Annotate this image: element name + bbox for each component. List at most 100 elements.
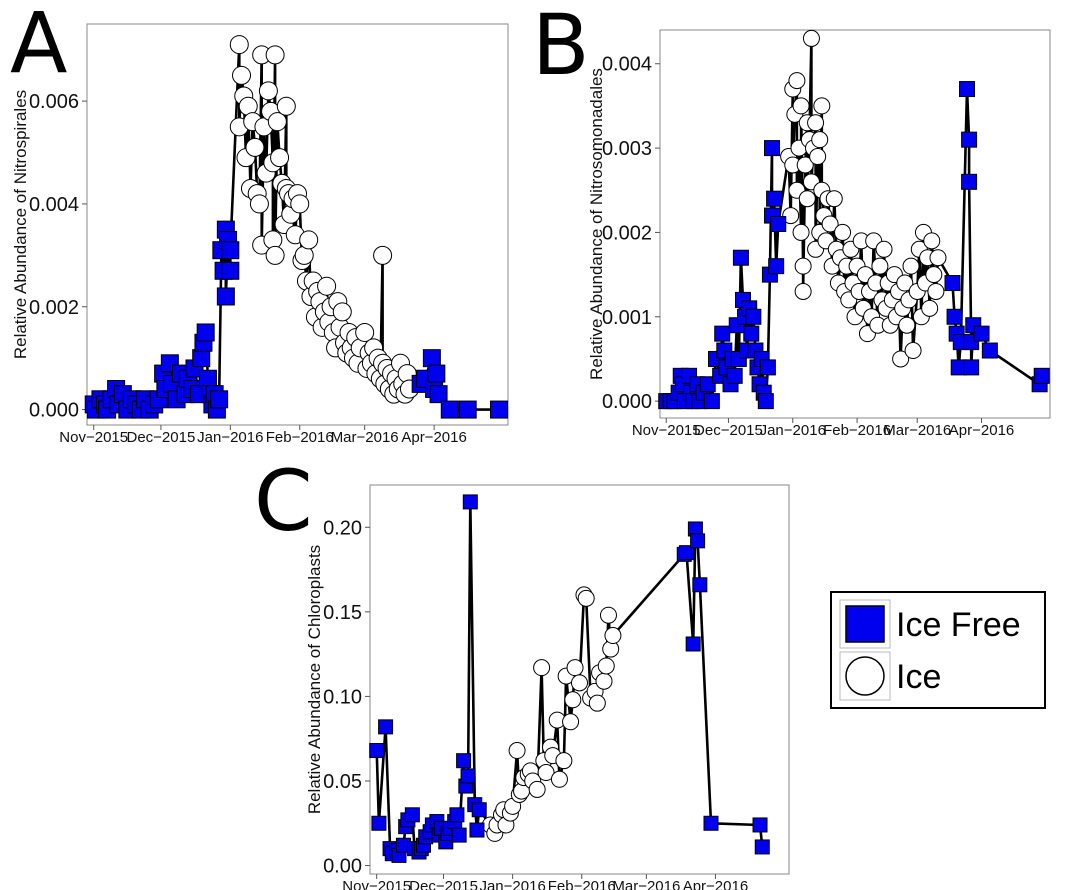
ice-point <box>537 764 555 782</box>
x-tick-label: Dec−2015 <box>126 429 195 446</box>
ice-point <box>927 282 945 300</box>
ice-free-point <box>959 81 976 98</box>
ice-point <box>809 148 827 166</box>
ice-point <box>550 770 568 788</box>
ice-point <box>577 589 595 607</box>
x-tick-label: Dec−2015 <box>694 422 763 439</box>
ice-free-point <box>469 822 485 838</box>
ice-point <box>807 114 825 132</box>
ice-point <box>794 282 812 300</box>
x-tick-label: Dec−2015 <box>409 878 478 890</box>
ice-circle-icon <box>845 656 885 696</box>
x-tick-label: Apr−2016 <box>949 422 1014 439</box>
ice-point <box>595 672 613 690</box>
ice-point <box>258 81 278 101</box>
series-ice-free <box>658 81 1050 410</box>
ice-point <box>796 156 814 174</box>
ice-free-point <box>451 827 467 843</box>
ice-point <box>875 240 893 258</box>
ice-point <box>599 606 617 624</box>
ice-free-point <box>460 768 476 784</box>
ice-point <box>802 29 820 47</box>
chart-nitrosomonadales: 0.000 0.001 0.002 0.003 0.004 Nov−2015Dec−201… <box>587 29 1051 439</box>
y-tick-label: 0.002 <box>602 222 652 244</box>
ice-free-point <box>766 190 783 207</box>
ice-point <box>597 657 615 675</box>
ice-free-point <box>192 349 211 368</box>
x-tick-label: Feb−2016 <box>823 422 891 439</box>
ice-point <box>290 194 310 214</box>
ice-free-point <box>440 400 459 419</box>
ice-free-point <box>946 308 963 325</box>
ice-point <box>902 257 920 275</box>
panel-letter-c: C <box>254 452 313 550</box>
series-ice <box>780 29 947 368</box>
y-tick-label: 0.004 <box>602 54 652 76</box>
y-tick-label: 0.001 <box>602 307 652 329</box>
ice-free-point <box>422 349 441 368</box>
ice-point <box>811 131 829 149</box>
ice-free-point <box>210 390 229 409</box>
ice-point <box>270 148 290 168</box>
y-tick-label: 0.00 <box>323 856 362 878</box>
ice-free-point <box>378 719 394 735</box>
ice-free-point <box>678 545 694 561</box>
ice-free-point <box>221 261 240 280</box>
x-tick-label: Nov−2015 <box>632 422 701 439</box>
ice-point <box>604 627 622 645</box>
y-tick-label: 0.004 <box>29 194 79 216</box>
x-tick-label: Apr−2016 <box>683 878 748 890</box>
ice-point <box>896 274 914 292</box>
ice-free-point <box>732 249 749 266</box>
y-tick-label: 0.000 <box>602 391 652 413</box>
y-tick-label: 0.10 <box>323 686 362 708</box>
y-tick-label: 0.000 <box>29 400 79 422</box>
ice-point <box>813 97 831 115</box>
ice-free-point <box>743 325 760 342</box>
ice-free-point <box>196 323 215 342</box>
ice-free-point <box>692 577 708 593</box>
ice-free-point <box>944 275 961 292</box>
ice-point <box>898 316 916 334</box>
ice-free-point <box>752 817 768 833</box>
x-tick-label: Mar−2016 <box>883 422 951 439</box>
ice-free-point <box>198 369 217 388</box>
ice-free-point <box>690 533 706 549</box>
ice-free-point <box>462 494 478 510</box>
ice-point <box>904 342 922 360</box>
ice-point <box>299 230 319 250</box>
x-tick-label: Nov−2015 <box>59 429 128 446</box>
ice-point <box>249 194 269 214</box>
ice-point <box>925 266 943 284</box>
panel-letter-b: B <box>532 0 590 94</box>
ice-free-point <box>981 342 998 359</box>
ice-free-point <box>961 131 978 148</box>
ice-point <box>229 35 249 55</box>
ice-free-square-icon <box>845 605 885 643</box>
x-tick-label: Jan−2016 <box>760 422 826 439</box>
x-tick-label: Mar−2016 <box>331 429 399 446</box>
y-tick-label: 0.003 <box>602 138 652 160</box>
ice-point <box>794 257 812 275</box>
ice-point <box>792 97 810 115</box>
x-tick-label: Feb−2016 <box>548 878 616 890</box>
ice-point <box>276 96 296 116</box>
y-axis-title: Relative Abundance of Chloroplasts <box>305 545 324 814</box>
ice-free-point <box>714 325 731 342</box>
ice-point <box>562 713 580 731</box>
ice-point <box>588 694 606 712</box>
ice-point <box>245 137 265 157</box>
x-tick-label: Mar−2016 <box>612 878 680 890</box>
legend-key-frame-ice <box>839 651 891 701</box>
x-tick-label: Jan−2016 <box>479 878 545 890</box>
series-ice-free <box>369 494 770 863</box>
ice-free-point <box>369 743 385 759</box>
ice-free-point <box>961 173 978 190</box>
x-tick-label: Feb−2016 <box>266 429 334 446</box>
ice-free-point <box>963 359 980 376</box>
ice-point <box>788 72 806 90</box>
ice-free-point <box>449 807 465 823</box>
ice-free-point <box>490 400 509 419</box>
